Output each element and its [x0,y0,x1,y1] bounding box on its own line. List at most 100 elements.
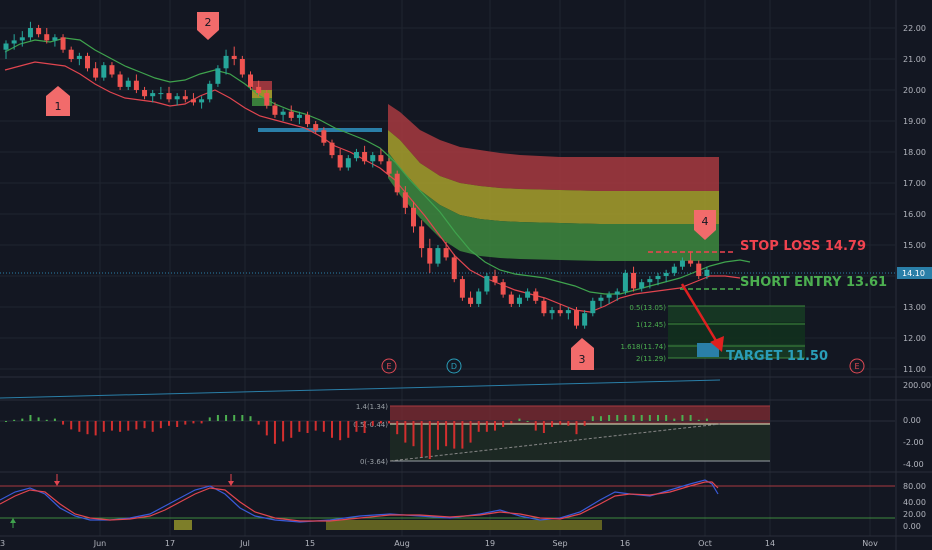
candle-body [492,276,498,283]
macd-bar [591,416,594,421]
candle-body [11,40,17,44]
candle-body [476,291,482,304]
stoch-d [0,481,719,522]
candle-body [288,111,294,118]
candle-body [508,294,514,304]
candle-body [125,80,131,87]
candle-body [305,114,311,125]
target-box [697,343,719,357]
macd-bar [697,419,700,421]
svg-text:E: E [854,362,859,371]
macd-bar [110,421,113,431]
band-red [388,104,719,191]
macd-bar [13,419,16,421]
candle-body [166,93,172,100]
event-marker-earnings-1: E [381,358,397,374]
macd-bar [534,421,537,431]
macd-bar [176,421,179,427]
candle-body [362,152,368,162]
candle-body [19,37,25,41]
event-marker-dividend: D [446,358,462,374]
candle-body [443,248,449,258]
macd-bar [632,415,635,421]
macd-bar [428,421,431,459]
candle-body [411,207,416,227]
candle-body [696,263,702,276]
candle-body [606,294,612,298]
candle-body [394,173,400,193]
candle-body [3,43,9,50]
support-bar [258,128,382,132]
macd-bar [494,421,496,431]
stochastic-pane: 80.00 40.00 20.00 0.00 [0,474,926,531]
candle-body [671,266,677,273]
candle-body [174,96,180,100]
candle-body [231,55,237,59]
macd-bar [102,421,105,432]
candle-body [60,37,66,50]
candle-body [76,55,82,59]
svg-text:Sep: Sep [552,539,567,548]
macd-bar [510,421,513,424]
candle-body [549,310,555,314]
fib-label-2: 1.618(11.74) [620,343,666,351]
macd-bar [37,417,40,421]
macd-bar [542,421,545,433]
fib-label-1: 1(12.45) [636,321,666,329]
macd-bar [257,421,260,425]
macd-bar [62,421,65,425]
macd-bar [265,421,268,436]
svg-text:E: E [386,362,391,371]
svg-text:80.00: 80.00 [903,482,926,491]
candle-body [117,74,123,87]
macd-bar [404,421,407,443]
macd-bar [363,421,366,433]
candle-body [313,124,319,131]
macd-bar [608,415,611,421]
fib-target-zones: 0.5(13.05) 1(12.45) 1.618(11.74) 2(11.29… [620,304,805,363]
candle-body [639,282,645,289]
wave-marker-3: 3 [571,338,594,370]
svg-text:Oct: Oct [698,539,712,548]
macd-bar [273,421,276,444]
macd-histogram [5,415,708,459]
macd-bar [575,421,578,435]
macd-bar [347,421,350,438]
macd-bar [216,415,219,421]
candle-body [598,297,604,301]
macd-bar [518,418,521,421]
macd-bar [322,421,325,432]
macd-bar [420,421,423,457]
macd-bar [200,421,203,424]
svg-text:0(-3.64): 0(-3.64) [360,458,388,466]
current-price-badge [897,267,932,279]
macd-bar [282,421,285,442]
svg-text:2: 2 [205,16,212,29]
macd-bar [78,421,81,432]
svg-text:40.00: 40.00 [903,498,926,507]
macd-bar [436,421,439,450]
macd-bar [355,421,358,432]
candle-body [647,279,653,283]
macd-bar [673,418,676,421]
svg-text:0.00: 0.00 [903,522,921,531]
candle-body [533,291,539,301]
svg-text:19.00: 19.00 [903,117,926,126]
candle-body [565,310,571,314]
candle-body [541,300,547,314]
svg-text:15.00: 15.00 [903,241,926,250]
svg-text:200.00: 200.00 [903,381,931,390]
macd-bar [298,421,301,432]
candle-body [215,68,221,84]
candle-body [574,310,579,326]
candle-body [199,99,205,103]
svg-text:14.10: 14.10 [902,269,925,278]
candle-body [663,272,669,276]
fib-label-3: 2(11.29) [636,355,666,363]
macd-bar [5,421,7,422]
down-arrow [680,283,724,352]
candle-body [582,313,588,326]
macd-bar [53,418,56,421]
macd-bar [159,421,162,429]
candle-body [679,260,685,267]
